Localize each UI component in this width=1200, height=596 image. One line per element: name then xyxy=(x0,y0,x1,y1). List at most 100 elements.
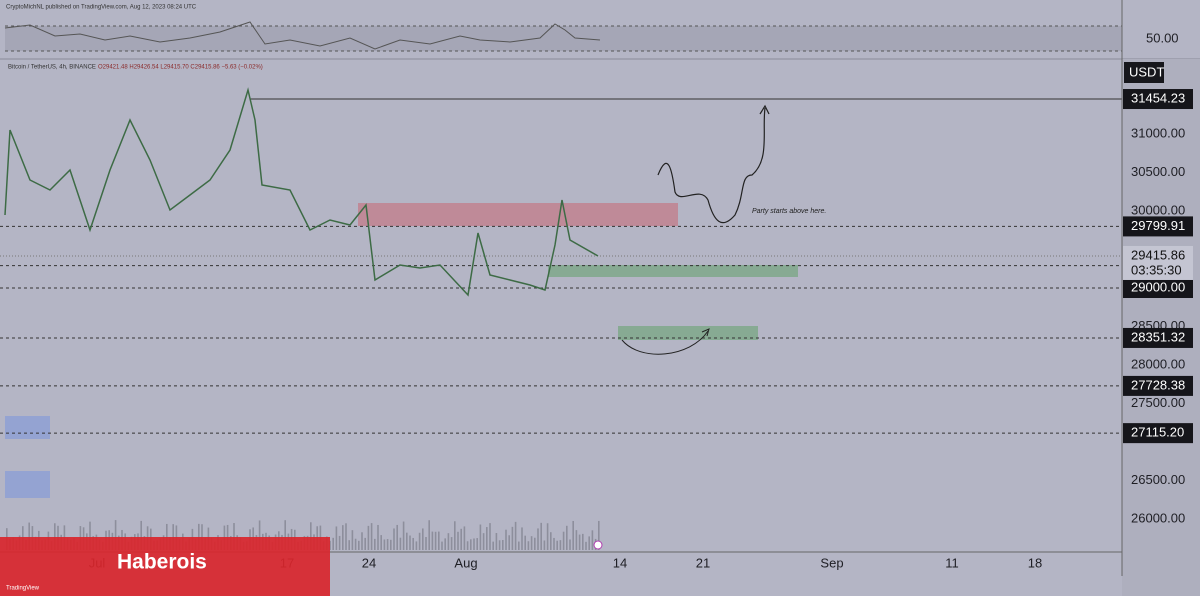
level-label-box xyxy=(1123,423,1193,444)
volume-bar xyxy=(492,541,494,550)
volume-bar xyxy=(380,535,382,550)
volume-bar xyxy=(514,521,517,550)
unit-box xyxy=(1124,62,1164,83)
ohlc: O29421.48 H29426.54 L29415.70 C29415.86 … xyxy=(98,65,263,71)
volume-bar xyxy=(540,522,542,550)
volume-bar xyxy=(428,520,430,550)
volume-bar xyxy=(396,524,398,550)
volume-bar xyxy=(460,528,462,550)
countdown: 03:35:30 xyxy=(1131,262,1182,277)
volume-bar xyxy=(233,523,235,550)
price-path xyxy=(4,87,599,297)
volume-bar xyxy=(338,535,341,550)
demand-zone xyxy=(548,265,798,277)
volume-bar xyxy=(284,520,286,550)
volume-bar xyxy=(537,528,539,550)
volume-bar xyxy=(361,532,363,550)
indicator-line-plot xyxy=(4,21,601,50)
level-label: 29799.91 xyxy=(1131,218,1185,233)
volume-bar xyxy=(527,541,530,550)
price-tick-label: 30500.00 xyxy=(1131,164,1185,179)
volume-bar xyxy=(438,531,440,550)
volume-bar xyxy=(140,520,142,550)
volume-bar xyxy=(351,530,354,550)
time-tick-label: 24 xyxy=(362,555,376,570)
volume-bar xyxy=(345,523,347,550)
volume-bar xyxy=(367,525,370,550)
volume-bar xyxy=(508,535,510,550)
time-tick-label: 18 xyxy=(1028,555,1042,570)
volume-bar xyxy=(482,533,485,550)
volume-bar xyxy=(457,531,459,550)
volume-bar xyxy=(489,523,491,550)
volume-bar xyxy=(374,538,376,550)
indicator-band xyxy=(5,26,1122,51)
volume-bar xyxy=(476,538,478,550)
volume-bar xyxy=(415,541,418,550)
price-tick-label: 30000.00 xyxy=(1131,202,1185,217)
volume-bar xyxy=(553,537,555,550)
time-tick-label: Aug xyxy=(454,555,477,570)
volume-bar xyxy=(454,521,456,550)
volume-bar xyxy=(524,535,526,550)
volume-bar xyxy=(364,537,366,550)
arrow-head xyxy=(701,328,710,337)
volume-bar xyxy=(386,539,389,550)
volume-bar xyxy=(562,531,565,550)
volume-bar xyxy=(559,540,562,550)
volume-bar xyxy=(377,524,379,550)
volume-bar xyxy=(348,540,350,550)
price-tick-label: 31000.00 xyxy=(1131,125,1185,140)
volume-bar xyxy=(431,531,434,550)
price-tick-label: 26500.00 xyxy=(1131,472,1185,487)
level-label-box xyxy=(1123,327,1193,348)
level-label-box xyxy=(1123,375,1193,396)
volume-bar xyxy=(409,535,411,550)
level-label-box xyxy=(1123,216,1193,237)
time-tick-label: 21 xyxy=(696,555,710,570)
volume-bar xyxy=(466,541,469,550)
volume-bar xyxy=(566,525,568,550)
symbol: Bitcoin / TetherUS, 4h, BINANCE xyxy=(8,65,96,71)
volume-bar xyxy=(358,540,360,550)
volume-bar xyxy=(575,530,578,550)
volume-bar xyxy=(450,537,453,550)
level-label-box xyxy=(1123,278,1193,298)
volume-bar xyxy=(441,541,443,550)
volume-bar xyxy=(495,533,498,550)
volume-bar xyxy=(534,537,536,550)
volume-bar xyxy=(54,523,56,550)
volume-bar xyxy=(383,539,386,550)
volume-bar xyxy=(530,536,533,550)
volume-bar xyxy=(572,520,574,550)
volume-bar xyxy=(406,532,408,550)
event-icon xyxy=(593,540,603,550)
volume-bar xyxy=(335,526,338,550)
volume-bar xyxy=(390,539,392,550)
projection-arrow xyxy=(657,107,766,224)
volume-bar xyxy=(393,528,395,550)
volume-bar xyxy=(569,539,571,550)
volume-bar xyxy=(444,538,446,550)
level-label-box xyxy=(1123,89,1193,110)
volume-bar xyxy=(543,540,546,550)
volume-bar xyxy=(434,531,437,550)
level-label: 28351.32 xyxy=(1131,329,1185,344)
volume-bar xyxy=(479,524,482,550)
volume-bar xyxy=(114,520,117,550)
volume-bar xyxy=(422,528,424,550)
volume-bar xyxy=(598,520,600,550)
volume-bar xyxy=(585,541,587,550)
volume-bar xyxy=(556,540,558,550)
volume-bar xyxy=(505,529,507,550)
volume-bar xyxy=(370,523,373,550)
volume-bar xyxy=(310,522,312,550)
volume-bar xyxy=(473,538,475,550)
volume-bar xyxy=(578,534,581,550)
level-label: 31454.23 xyxy=(1131,90,1185,105)
level-label: 27728.38 xyxy=(1131,377,1185,392)
time-tick-label: 14 xyxy=(613,555,627,570)
level-label: 27115.20 xyxy=(1131,425,1184,440)
